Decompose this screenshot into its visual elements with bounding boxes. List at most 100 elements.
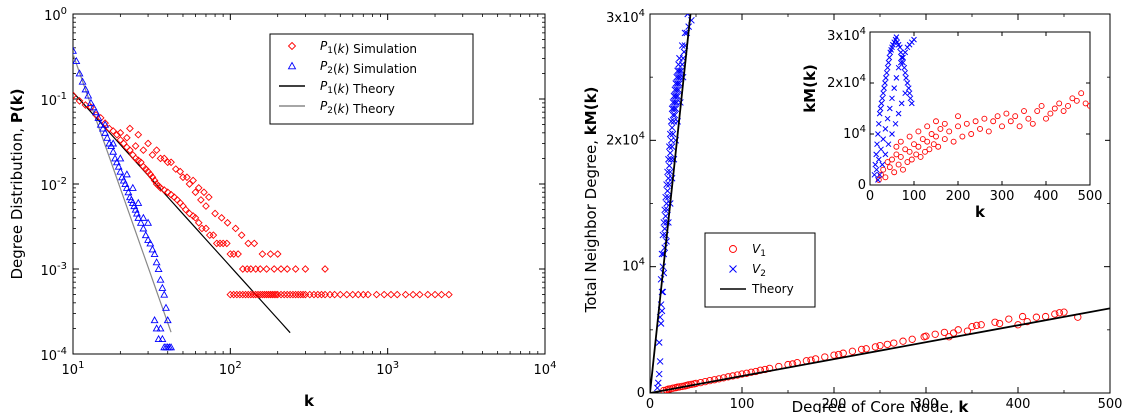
p2-sim-point [101,128,110,136]
inset-v1-point [1043,115,1049,122]
legend-rest-k: k [338,42,346,56]
inset-v1-point [1025,115,1032,122]
inset-v1-point [950,138,957,145]
tick-exponent: 4 [639,257,645,268]
tick-exponent: 4 [639,130,645,141]
p1-sim-point [342,290,351,299]
inset-v2-point [884,64,891,71]
p1-sim-point [148,151,157,159]
inset-v1-point [935,143,942,150]
legend-sub: 1 [327,46,333,56]
inset-v1-point [906,133,913,140]
p1-sim-point [212,239,221,248]
inset-v1-point [882,174,889,181]
p1-sim-point [116,128,125,137]
inset-v2-point [880,136,887,142]
plot-area [650,14,1110,393]
inset-v2-point [906,90,913,97]
inset-v2-point [875,156,882,163]
inset-v1-point [1012,113,1019,120]
tick-exponent: 4 [860,73,866,84]
tick-exponent: 3 [393,360,399,371]
y-tick-label: 10-3 [40,261,67,279]
p1-sim-point [229,290,238,299]
v1-point [848,347,857,355]
p1-sim-point [354,290,363,299]
p1-sim-point [234,250,242,258]
y-axis-label-bold: P(k) [8,88,26,123]
inset-v2-point [911,36,917,43]
legend-box [704,232,816,308]
p1-sim-point [126,146,134,155]
inset-v2-point [895,110,902,117]
x-tick-label: 102 [219,360,242,378]
tick-base: 10 [40,264,57,279]
inset-v2-point [905,85,912,91]
inset-v1-point [875,176,882,183]
p1-sim-point [167,158,175,167]
inset-v2-point [878,146,884,153]
inset-v2-point [893,34,900,40]
x-tick-label: 500 [1098,397,1123,412]
p1-sim-point [233,290,241,299]
x-tick-label: 104 [534,360,557,378]
p1-sim-point [238,265,247,273]
p1-sim-point [280,290,289,299]
v1-point [752,367,760,376]
tick-base: 10 [534,363,551,378]
inset-v1-point [906,148,913,155]
inset-v1-point [1051,105,1058,112]
p2-sim-point [156,275,165,283]
p2-sim-point [163,316,172,324]
p1-sim-point [144,139,152,148]
v2-point [678,42,686,49]
p1-sim-point [123,133,131,142]
p1-sim-point [445,290,453,299]
p1-sim-point [272,290,280,299]
y-axis-label: Total Neighbor Degree, kM(k) [582,87,600,314]
p2-sim-point [114,162,123,170]
inset-y-label: kM(k) [801,64,819,113]
inset-v1-point [908,156,915,163]
inset-v2-point [907,95,914,102]
inset-v2-point [898,54,905,61]
inset-v2-point [885,141,892,148]
inset-v2-point [886,54,893,61]
v2-point [655,339,663,346]
y-tick-label: 10-1 [40,91,67,109]
p2-sim-point [152,324,161,332]
v2-point [663,181,670,188]
v2-point [673,86,681,94]
tick-base: 10 [40,349,57,364]
p2-sim-point [158,334,167,343]
p1-sim-point [163,158,172,167]
inset-v1-point [886,164,893,171]
p2-sim-point [150,316,159,324]
tick-base: 2x10 [606,133,639,148]
p1-sim-point [101,119,109,127]
legend-func: V [752,262,761,276]
v1-point [1060,308,1068,316]
tick-exponent: 4 [860,124,866,135]
v2-point [671,111,679,119]
inset-v2-point [882,151,889,158]
p2-sim-point [84,91,93,99]
inset-v2-point [900,59,906,66]
p1-sim-point [163,188,172,197]
legend-sub: 1 [327,86,333,96]
v1-point [1055,309,1064,317]
inset-v1-point [1082,100,1089,107]
p2-sim-point [134,213,143,221]
v2-point [672,92,680,100]
p1-sim-point [179,173,187,182]
legend-rest-k: k [338,82,346,96]
p2-sim-point [109,147,118,155]
p1-sim-point [197,196,205,204]
p2-sim-point [98,124,107,132]
inset-v2-point [873,166,880,173]
inset-v1-point [1078,90,1085,97]
v1-point [991,318,999,326]
legend-label: P2(k) Simulation [320,59,417,76]
inset-v2-point [904,80,911,86]
p2-sim-point [81,85,90,93]
